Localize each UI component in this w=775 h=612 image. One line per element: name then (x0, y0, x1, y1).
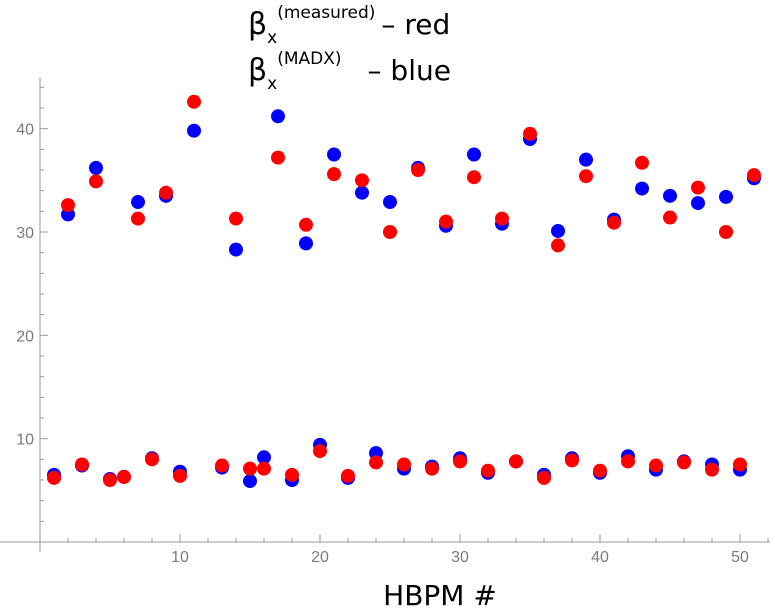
legend-subscript: x (267, 74, 277, 94)
data-point-measured (243, 461, 257, 476)
y-tick-label: 40 (16, 122, 34, 139)
data-point-measured (719, 225, 733, 239)
data-point-measured (663, 210, 677, 225)
data-point-measured (565, 453, 579, 468)
data-point-madx (383, 195, 397, 210)
data-point-measured (75, 457, 89, 472)
data-point-measured (747, 168, 761, 183)
legend-text-measured: – red (381, 8, 450, 41)
data-point-measured (257, 461, 271, 476)
data-point-measured (145, 452, 159, 467)
x-tick-label: 30 (451, 549, 469, 566)
data-point-measured (327, 167, 341, 182)
data-point-measured (733, 457, 747, 472)
y-tick-label: 20 (16, 328, 34, 345)
data-point-measured (159, 185, 173, 200)
data-point-measured (523, 126, 537, 141)
x-tick-label: 10 (171, 549, 189, 566)
data-points (47, 94, 761, 489)
data-point-measured (635, 155, 649, 170)
data-point-madx (719, 189, 733, 204)
x-axis-title: HBPM # (383, 579, 497, 612)
data-point-madx (327, 147, 341, 162)
x-tick-label: 20 (311, 549, 329, 566)
data-point-measured (425, 461, 439, 476)
series-madx (47, 109, 761, 489)
data-point-madx (257, 450, 271, 465)
y-tick-label: 30 (16, 225, 34, 242)
data-point-madx (663, 188, 677, 203)
data-point-measured (271, 150, 285, 165)
data-point-madx (551, 223, 565, 238)
data-point-measured (285, 467, 299, 482)
data-point-measured (229, 211, 243, 226)
data-point-measured (369, 455, 383, 470)
legend-symbol: β (248, 53, 267, 88)
data-point-measured (61, 198, 75, 213)
data-point-madx (691, 196, 705, 211)
data-point-measured (299, 217, 313, 232)
data-point-madx (89, 160, 103, 175)
data-point-measured (341, 468, 355, 483)
data-point-madx (635, 181, 649, 196)
data-point-measured (691, 180, 705, 195)
data-point-measured (313, 444, 327, 459)
data-point-measured (453, 454, 467, 469)
data-point-measured (117, 469, 131, 484)
data-point-measured (677, 455, 691, 470)
data-point-measured (439, 214, 453, 229)
x-tick-label: 40 (591, 549, 609, 566)
series-measured (47, 94, 761, 487)
legend-superscript: (measured) (277, 3, 375, 23)
data-point-measured (383, 225, 397, 239)
data-point-measured (173, 468, 187, 483)
data-point-madx (467, 147, 481, 162)
legend-entry-measured: βx(measured) – red (248, 3, 450, 48)
data-point-madx (229, 242, 243, 257)
data-point-madx (355, 185, 369, 200)
data-point-measured (649, 458, 663, 473)
data-point-madx (131, 195, 145, 210)
data-point-measured (621, 454, 635, 469)
data-point-measured (551, 238, 565, 253)
data-point-measured (397, 457, 411, 472)
data-point-measured (467, 170, 481, 185)
data-point-measured (131, 211, 145, 226)
y-tick-label: 10 (16, 432, 34, 449)
legend-superscript: (MADX) (277, 49, 341, 69)
data-point-madx (187, 123, 201, 138)
data-point-madx (299, 236, 313, 251)
data-point-measured (537, 470, 551, 485)
ticks: 10 20 30 40 50 10 20 30 40 (16, 86, 769, 566)
data-point-measured (593, 463, 607, 478)
data-point-madx (243, 474, 257, 489)
legend: βx(measured) – red βx(MADX) – blue (248, 3, 451, 94)
data-point-measured (705, 462, 719, 477)
data-point-measured (187, 94, 201, 109)
data-point-measured (607, 215, 621, 230)
data-point-measured (579, 169, 593, 184)
data-point-measured (495, 211, 509, 226)
legend-subscript: x (267, 28, 277, 48)
data-point-measured (103, 473, 117, 487)
legend-text-madx: – blue (368, 54, 451, 87)
data-point-measured (215, 458, 229, 473)
data-point-measured (411, 163, 425, 177)
legend-entry-madx: βx(MADX) – blue (248, 49, 451, 94)
data-point-measured (355, 173, 369, 188)
legend-symbol: β (248, 7, 267, 42)
x-tick-label: 50 (731, 549, 749, 566)
data-point-madx (579, 152, 593, 167)
data-point-measured (89, 174, 103, 189)
data-point-measured (47, 470, 61, 485)
data-point-measured (481, 463, 495, 478)
data-point-measured (509, 454, 523, 469)
data-point-madx (271, 109, 285, 124)
